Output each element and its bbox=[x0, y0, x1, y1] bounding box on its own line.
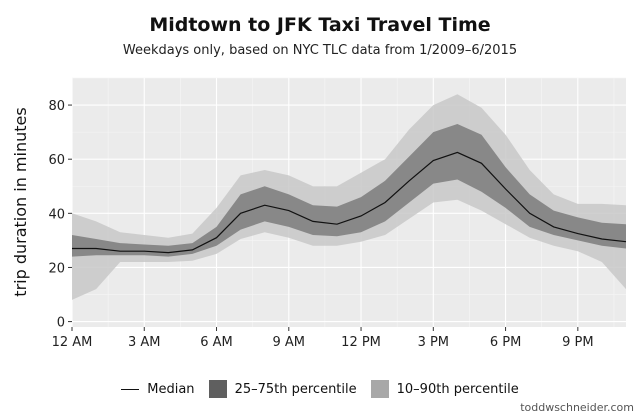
y-axis-label: trip duration in minutes bbox=[11, 107, 30, 296]
y-tick-label: 80 bbox=[48, 99, 65, 114]
legend-item-p90: 10–90th percentile bbox=[370, 380, 519, 398]
chart-title: Midtown to JFK Taxi Travel Time bbox=[149, 14, 491, 36]
chart-area: 12 AM 3 AM 6 AM 9 AM 12 PM 3 PM 6 PM 9 PM 0 20 40… bbox=[11, 77, 627, 350]
legend-label-p90: 10–90th percentile bbox=[396, 381, 519, 397]
legend-label-median: Median bbox=[147, 381, 195, 397]
y-tick-label: 20 bbox=[48, 261, 65, 276]
median-line bbox=[72, 151, 627, 254]
y-tick-label: 0 bbox=[57, 316, 65, 331]
x-axis: 12 AM 3 AM 6 AM 9 AM 12 PM 3 PM 6 PM 9 PM bbox=[52, 327, 594, 350]
y-tick-label: 60 bbox=[48, 153, 65, 168]
band-iqr bbox=[72, 124, 626, 257]
legend-label-iqr: 25–75th percentile bbox=[234, 381, 357, 397]
x-tick-label: 3 AM bbox=[128, 335, 161, 350]
legend-item-iqr: 25–75th percentile bbox=[208, 380, 357, 398]
y-axis: 0 20 40 60 80 bbox=[48, 99, 72, 331]
x-tick-label: 12 PM bbox=[341, 335, 381, 350]
x-tick-label: 6 PM bbox=[490, 335, 521, 350]
legend-item-median: Median bbox=[121, 381, 195, 397]
x-tick-label: 3 PM bbox=[418, 335, 449, 350]
legend-swatch-median bbox=[121, 388, 140, 390]
lines bbox=[72, 151, 627, 254]
legend: Median 25–75th percentile 10–90th percen… bbox=[0, 380, 640, 398]
x-tick-label: 6 AM bbox=[200, 335, 233, 350]
x-tick-label: 12 AM bbox=[52, 335, 93, 350]
credit-text: toddwschneider.com bbox=[520, 401, 634, 414]
legend-swatch-iqr bbox=[208, 380, 227, 398]
x-tick-label: 9 PM bbox=[562, 335, 593, 350]
x-tick-label: 9 AM bbox=[273, 335, 306, 350]
legend-swatch-p90 bbox=[370, 380, 389, 398]
bands bbox=[72, 94, 626, 300]
y-tick-label: 40 bbox=[48, 207, 65, 222]
chart-subtitle: Weekdays only, based on NYC TLC data fro… bbox=[122, 43, 518, 58]
